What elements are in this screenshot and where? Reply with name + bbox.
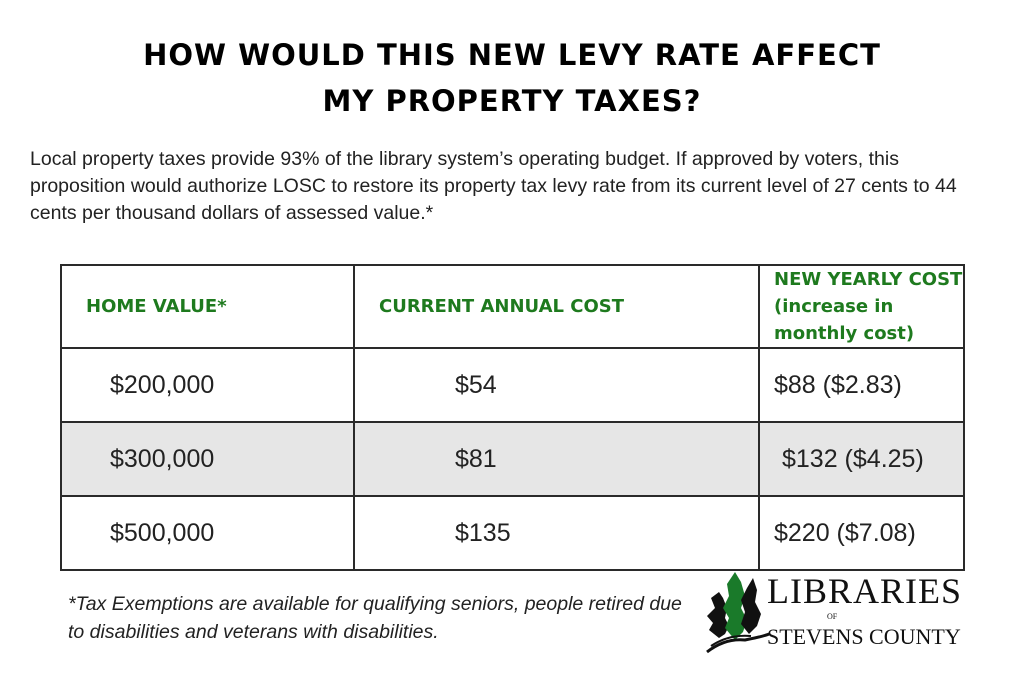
page-title: HOW WOULD THIS NEW LEVY RATE AFFECT MY P… bbox=[0, 32, 1024, 124]
logo-line-2: STEVENS COUNTY bbox=[767, 624, 961, 649]
table-row: $300,000 $81 $132 ($4.25) bbox=[60, 421, 965, 497]
footnote: *Tax Exemptions are available for qualif… bbox=[68, 593, 682, 643]
logo-of: OF bbox=[827, 612, 838, 621]
levy-cost-table: HOME VALUE* CURRENT ANNUAL COST NEW YEAR… bbox=[60, 264, 965, 571]
new-cost-cell: $132 ($4.25) bbox=[758, 421, 965, 497]
home-value-cell: $500,000 bbox=[60, 495, 355, 571]
new-cost-cell: $88 ($2.83) bbox=[758, 347, 965, 423]
current-cost-cell: $81 bbox=[353, 421, 760, 497]
header-current-cost: CURRENT ANNUAL COST bbox=[353, 264, 760, 349]
header-home-value: HOME VALUE* bbox=[60, 264, 355, 349]
table-row: $200,000 $54 $88 ($2.83) bbox=[60, 347, 965, 423]
title-line-1: HOW WOULD THIS NEW LEVY RATE AFFECT bbox=[143, 38, 881, 72]
header-new-cost: NEW YEARLY COST (increase in monthly cos… bbox=[758, 264, 965, 349]
trees-icon bbox=[706, 572, 769, 654]
home-value-cell: $200,000 bbox=[60, 347, 355, 423]
home-value-cell: $300,000 bbox=[60, 421, 355, 497]
table-row: $500,000 $135 $220 ($7.08) bbox=[60, 495, 965, 571]
table-header-row: HOME VALUE* CURRENT ANNUAL COST NEW YEAR… bbox=[60, 264, 965, 349]
intro-paragraph: Local property taxes provide 93% of the … bbox=[30, 148, 957, 224]
current-cost-cell: $54 bbox=[353, 347, 760, 423]
title-line-2: MY PROPERTY TAXES? bbox=[322, 84, 702, 118]
libraries-of-stevens-county-logo: LIBRARIES OF STEVENS COUNTY bbox=[705, 568, 961, 658]
new-cost-cell: $220 ($7.08) bbox=[758, 495, 965, 571]
current-cost-cell: $135 bbox=[353, 495, 760, 571]
logo-line-1: LIBRARIES bbox=[767, 571, 963, 611]
